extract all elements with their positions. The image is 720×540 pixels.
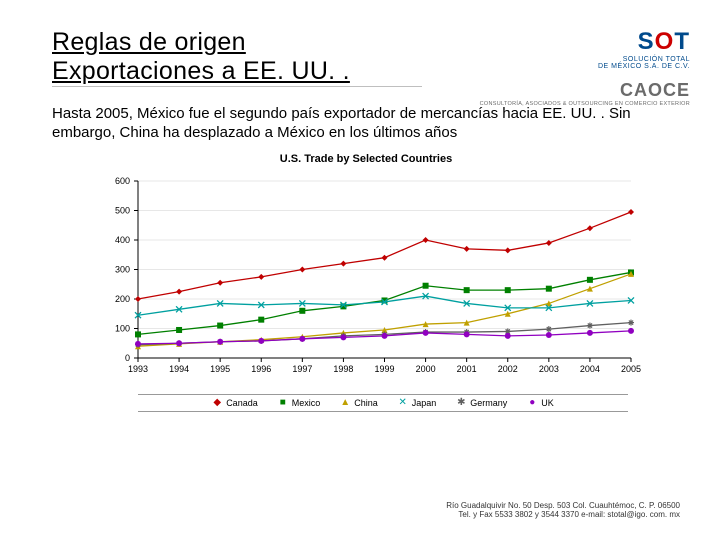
legend-label: Canada: [226, 398, 258, 408]
svg-text:0: 0: [125, 353, 130, 363]
title-line-2: Exportaciones a EE. UU. .: [52, 57, 422, 86]
svg-text:2004: 2004: [580, 364, 600, 374]
svg-text:1999: 1999: [374, 364, 394, 374]
logo-caoce: CAOCE CONSULTORÍA, ASOCIADOS & OUTSOURCI…: [460, 80, 690, 107]
svg-text:1998: 1998: [333, 364, 353, 374]
legend-label: Mexico: [292, 398, 321, 408]
legend-marker-icon: ✕: [398, 398, 408, 408]
line-chart: 0 100 200 300 400 500 600 1993 1994 1995 1996 1997 1…: [86, 173, 646, 388]
svg-text:2003: 2003: [539, 364, 559, 374]
legend-item: ✱ Germany: [456, 398, 507, 408]
svg-text:500: 500: [115, 205, 130, 215]
legend-marker-icon: ✱: [456, 398, 466, 408]
logo-caoce-main: CAOCE: [620, 80, 690, 100]
footer-line-1: Río Guadalquivir No. 50 Desp. 503 Col. C…: [446, 501, 680, 511]
legend-item: ✕ Japan: [398, 398, 437, 408]
svg-text:2000: 2000: [416, 364, 436, 374]
svg-text:1993: 1993: [128, 364, 148, 374]
svg-text:1997: 1997: [292, 364, 312, 374]
slide: SOT SOLUCIÓN TOTAL DE MÉXICO S.A. DE C.V…: [0, 0, 720, 540]
footer-line-2: Tel. y Fax 5533 3802 y 3544 3370 e-mail:…: [446, 510, 680, 520]
legend-marker-icon: ■: [278, 398, 288, 408]
logo-sot-line2: DE MÉXICO S.A. DE C.V.: [460, 63, 690, 70]
svg-text:1995: 1995: [210, 364, 230, 374]
svg-text:2002: 2002: [498, 364, 518, 374]
svg-text:100: 100: [115, 323, 130, 333]
svg-text:200: 200: [115, 294, 130, 304]
svg-text:400: 400: [115, 235, 130, 245]
legend-marker-icon: ▲: [340, 398, 350, 408]
legend-label: Germany: [470, 398, 507, 408]
logo-caoce-sub: CONSULTORÍA, ASOCIADOS & OUTSOURCING EN …: [460, 101, 690, 107]
logo-sot: SOT SOLUCIÓN TOTAL DE MÉXICO S.A. DE C.V…: [460, 28, 690, 70]
legend-item: ◆ Canada: [212, 398, 258, 408]
legend-marker-icon: ◆: [212, 398, 222, 408]
svg-text:300: 300: [115, 264, 130, 274]
chart-title: U.S. Trade by Selected Countries: [86, 153, 646, 165]
logo-block: SOT SOLUCIÓN TOTAL DE MÉXICO S.A. DE C.V…: [460, 28, 690, 138]
legend-item: ● UK: [527, 398, 554, 408]
svg-text:1996: 1996: [251, 364, 271, 374]
legend-item: ■ Mexico: [278, 398, 321, 408]
legend-item: ▲ China: [340, 398, 378, 408]
chart-legend: ◆ Canada ■ Mexico ▲ China ✕ Japan ✱ Germany ● UK: [138, 394, 628, 412]
title-line-1: Reglas de origen: [52, 28, 422, 57]
chart-container: U.S. Trade by Selected Countries 0 100 200…: [86, 153, 646, 412]
legend-marker-icon: ●: [527, 398, 537, 408]
logo-sot-line1: SOLUCIÓN TOTAL: [460, 56, 690, 63]
svg-text:2001: 2001: [457, 364, 477, 374]
legend-label: China: [354, 398, 378, 408]
svg-text:1994: 1994: [169, 364, 189, 374]
footer: Río Guadalquivir No. 50 Desp. 503 Col. C…: [446, 501, 680, 520]
svg-text:2005: 2005: [621, 364, 641, 374]
title-block: Reglas de origen Exportaciones a EE. UU.…: [52, 28, 422, 87]
legend-label: Japan: [412, 398, 437, 408]
svg-text:600: 600: [115, 176, 130, 186]
legend-label: UK: [541, 398, 554, 408]
